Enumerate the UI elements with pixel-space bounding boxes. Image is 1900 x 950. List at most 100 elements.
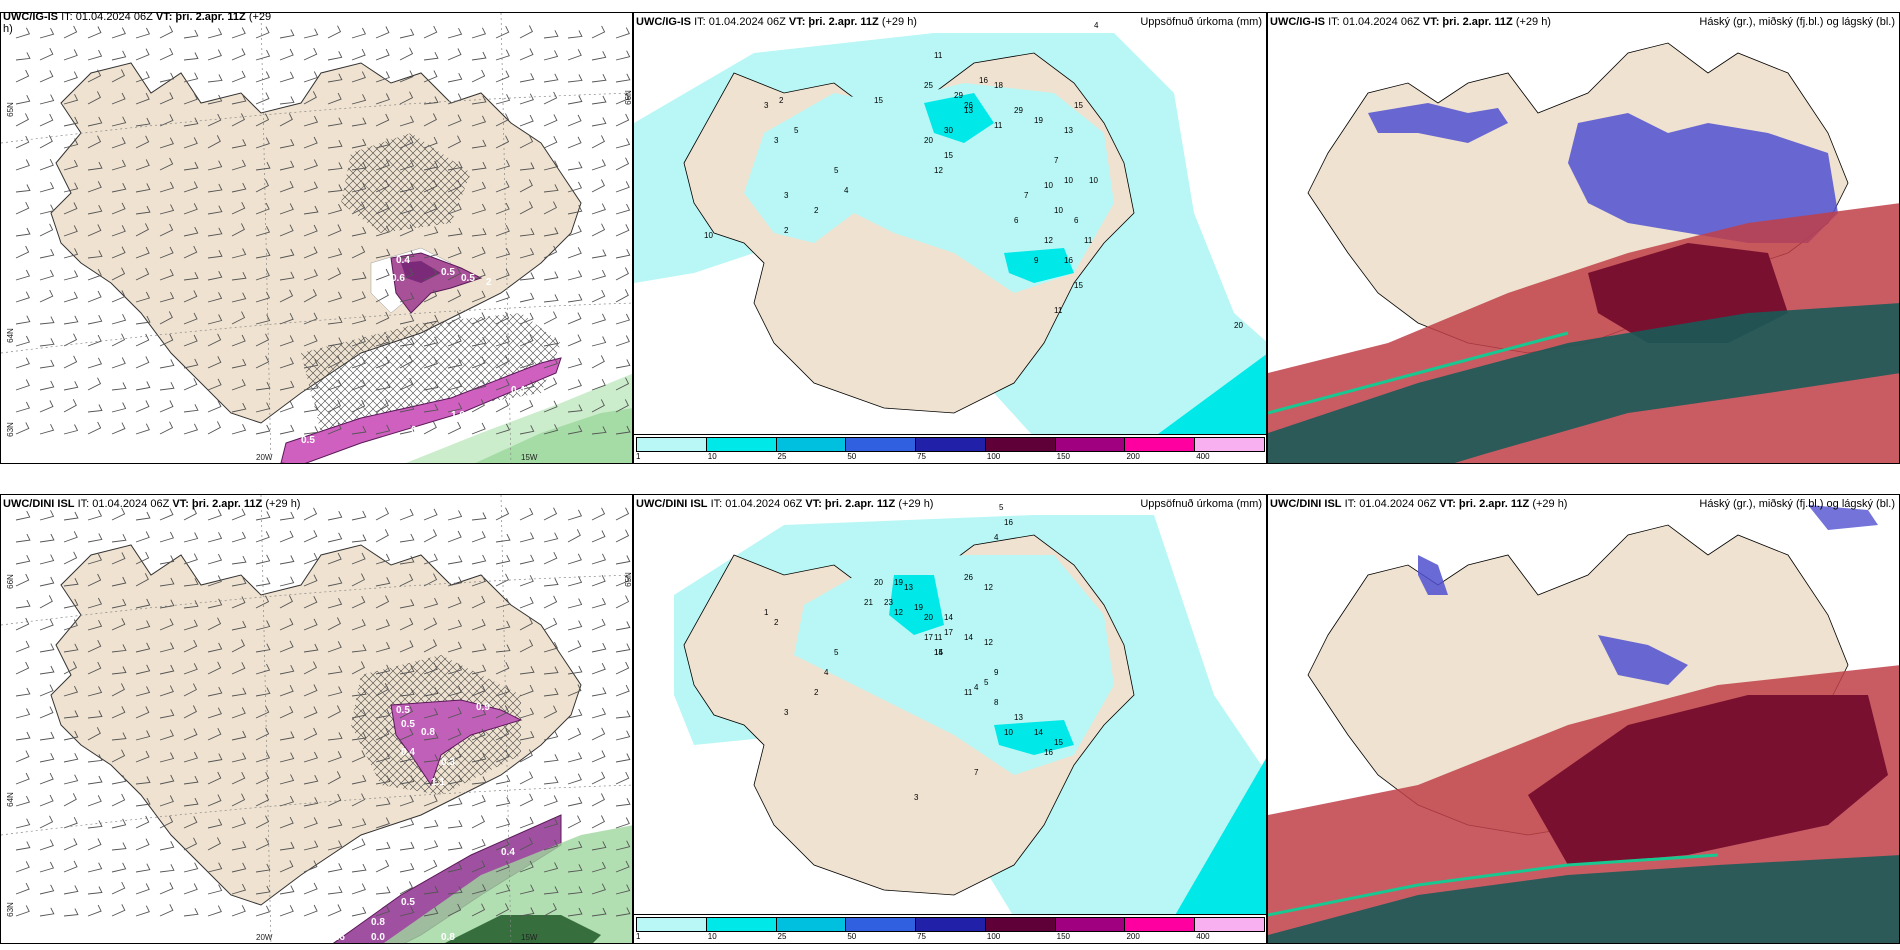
- wind-barb: [447, 820, 463, 829]
- wind-barb: [567, 161, 583, 171]
- precip-value: 10: [1089, 176, 1098, 185]
- legend-label: 100: [986, 452, 1001, 461]
- wind-barb: [519, 684, 534, 697]
- wind-barb: [15, 135, 30, 149]
- wind-barb: [303, 840, 319, 851]
- wind-barb: [447, 72, 463, 83]
- precip-value: 10: [1004, 728, 1013, 737]
- precip-value: 11: [994, 121, 1003, 130]
- lat-label: 66N: [623, 90, 633, 105]
- wind-barb: [447, 510, 463, 521]
- wind-barb: [471, 380, 487, 391]
- wind-barb: [471, 643, 487, 653]
- wind-barb: [399, 424, 415, 435]
- wind-barb: [591, 907, 607, 917]
- wind-barb: [375, 225, 391, 237]
- wind-barb: [423, 708, 439, 719]
- legend-swatches: [636, 917, 1266, 932]
- wind-barb: [351, 793, 366, 807]
- wind-barb: [303, 797, 319, 807]
- wind-barb: [471, 399, 485, 413]
- wind-barb: [615, 907, 631, 917]
- wind-snow-map: 0.4 0.6 0.5 0.5 2 0.2 0.5 0.4 1.0 0.8 0.5: [1, 13, 632, 463]
- wind-barb: [447, 685, 463, 697]
- precip-value: 5: [834, 648, 839, 657]
- wind-barb: [615, 643, 631, 653]
- precip-value: 19: [894, 578, 903, 587]
- mid-cloud-edge: [1268, 853, 1719, 917]
- snow-value: 0.8: [421, 727, 435, 738]
- wind-barb: [567, 95, 583, 105]
- wind-barb: [567, 247, 582, 259]
- wind-barb: [135, 838, 150, 851]
- wind-barb: [399, 599, 415, 609]
- wind-barb: [279, 335, 294, 347]
- wind-barb: [471, 268, 486, 281]
- wind-barb: [495, 705, 510, 719]
- wind-barb: [39, 576, 55, 587]
- lat-label: 65N: [623, 572, 633, 587]
- wind-barb: [591, 815, 605, 829]
- wind-barb: [231, 508, 246, 521]
- wind-barb: [183, 862, 199, 873]
- wind-barb: [39, 158, 54, 171]
- wind-barb: [615, 377, 630, 391]
- wind-barb: [279, 905, 294, 917]
- wind-barb: [447, 203, 462, 215]
- wind-barb: [543, 903, 557, 917]
- wind-barb: [87, 181, 102, 193]
- wind-barb: [423, 179, 438, 193]
- wind-barb: [471, 884, 487, 895]
- wind-barb: [15, 554, 31, 565]
- wind-barb: [87, 754, 103, 763]
- wind-barb: [495, 620, 511, 631]
- wind-barb: [63, 25, 78, 39]
- wind-barb: [111, 357, 126, 369]
- wind-barb: [471, 69, 486, 83]
- wind-barb: [231, 311, 246, 325]
- panel-top-right-cloud-map: UWC/IG-IS IT: 01.04.2024 06Z VT: þri. 2.…: [1267, 12, 1900, 464]
- wind-barb: [447, 48, 462, 61]
- precip-core: [924, 93, 994, 143]
- wind-barb: [567, 379, 582, 391]
- wind-barb: [399, 862, 415, 873]
- wind-barb: [207, 818, 223, 829]
- wind-barb: [279, 401, 294, 413]
- wind-barb: [567, 204, 583, 215]
- wind-barb: [495, 573, 510, 587]
- wind-barb: [399, 136, 414, 149]
- wind-barb: [447, 619, 463, 631]
- wind-barb: [135, 381, 151, 391]
- wind-barb: [567, 598, 583, 609]
- wind-barb: [423, 113, 437, 127]
- precip-value: 16: [1064, 256, 1073, 265]
- wind-barb: [327, 793, 342, 807]
- wind-barb: [135, 883, 150, 895]
- wind-barb: [279, 555, 295, 565]
- precip-value: 12: [984, 583, 993, 592]
- wind-barb: [495, 423, 511, 435]
- precip-value: 17: [924, 633, 933, 642]
- wind-barb: [327, 224, 342, 237]
- wind-barb: [255, 355, 270, 369]
- wind-barb: [159, 25, 174, 39]
- wind-barb: [471, 752, 487, 763]
- wind-barb: [615, 771, 630, 785]
- wind-barb: [327, 337, 343, 347]
- wind-barb: [351, 573, 366, 587]
- wind-barb: [207, 661, 222, 675]
- wind-barb: [231, 248, 247, 259]
- wind-barb: [159, 709, 175, 719]
- wind-barb: [207, 270, 223, 281]
- wind-barb: [543, 135, 558, 149]
- wind-barb: [543, 294, 559, 303]
- precip-value: 15: [1074, 101, 1083, 110]
- snow-value: 0.9: [476, 702, 490, 713]
- wind-barb: [543, 424, 559, 435]
- wind-barb: [135, 183, 151, 193]
- wind-barb: [183, 52, 199, 61]
- wind-barb: [87, 161, 103, 171]
- wind-barb: [351, 838, 366, 851]
- wind-barb: [207, 400, 222, 413]
- wind-barb: [231, 379, 246, 391]
